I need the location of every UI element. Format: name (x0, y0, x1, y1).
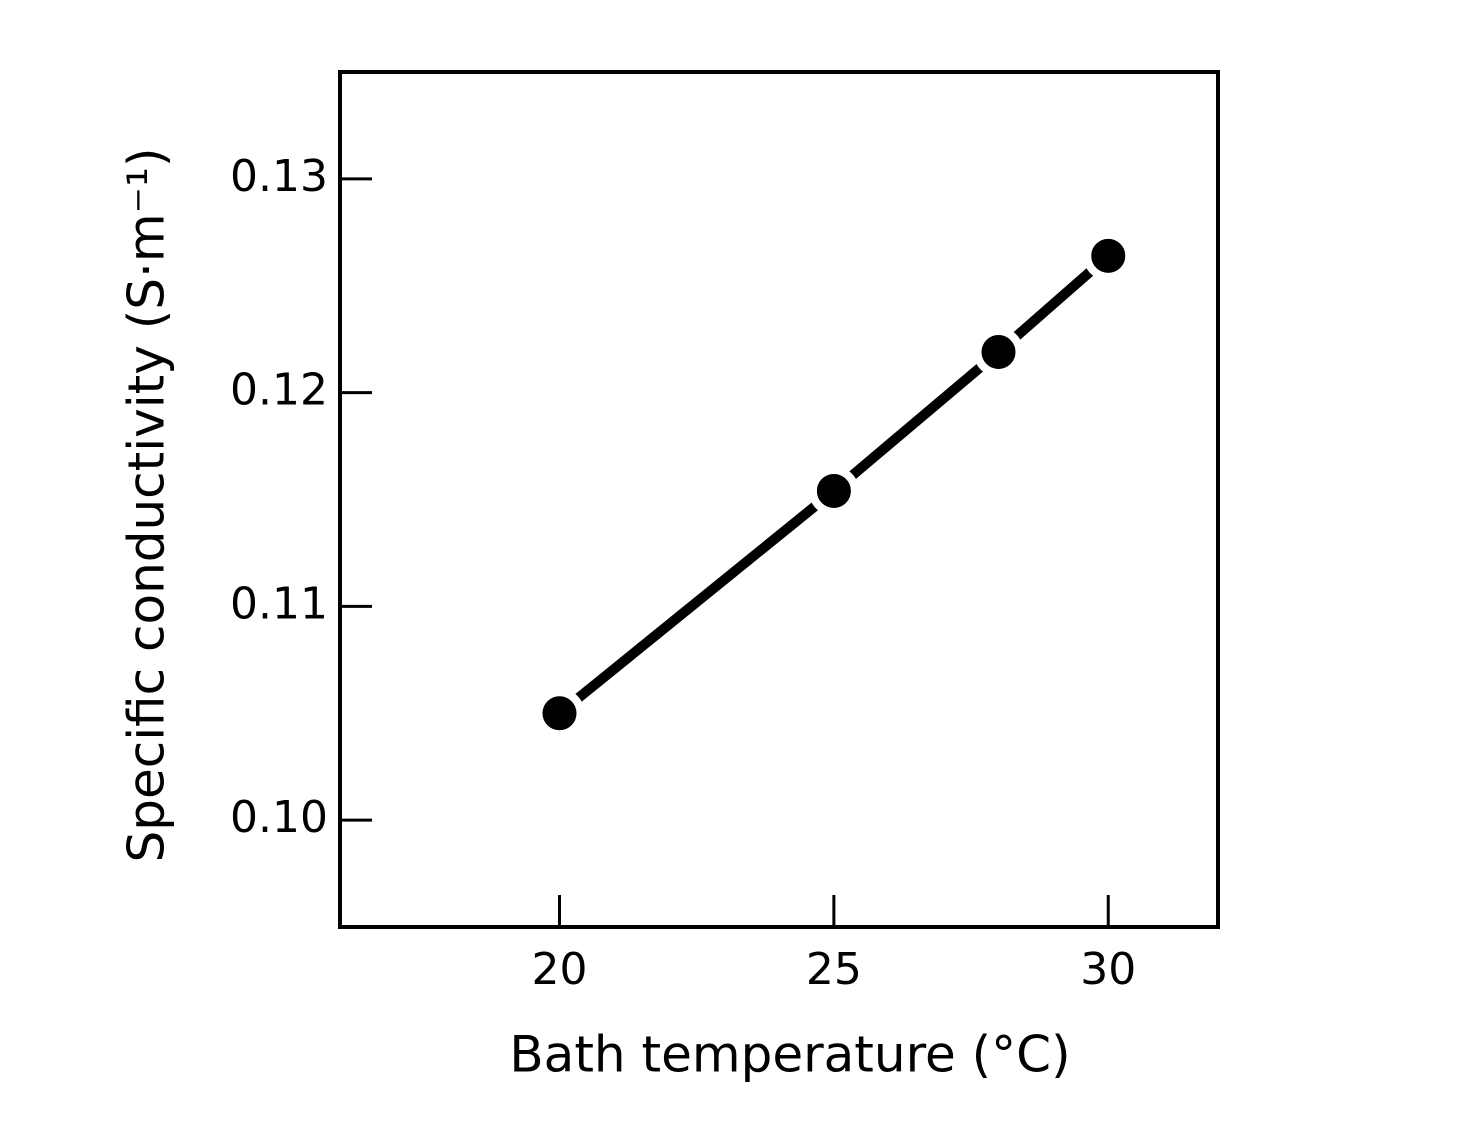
data-point (808, 465, 859, 516)
x-tick-label: 30 (1080, 944, 1136, 995)
y-tick-label: 0.11 (230, 578, 328, 629)
x-tick-label: 25 (806, 944, 862, 995)
y-tick-label: 0.12 (230, 365, 328, 416)
x-tick-label: 20 (532, 944, 588, 995)
y-axis-label: Specific conductivity (S·m⁻¹) (118, 147, 176, 862)
data-point (534, 688, 585, 739)
data-point (1083, 230, 1134, 281)
data-line (554, 250, 1114, 719)
y-tick-label: 0.13 (230, 151, 328, 202)
y-tick-label: 0.10 (230, 792, 328, 843)
data-point (973, 327, 1024, 378)
plot-frame (338, 70, 1220, 929)
x-axis-label: Bath temperature (°C) (509, 1026, 1070, 1084)
